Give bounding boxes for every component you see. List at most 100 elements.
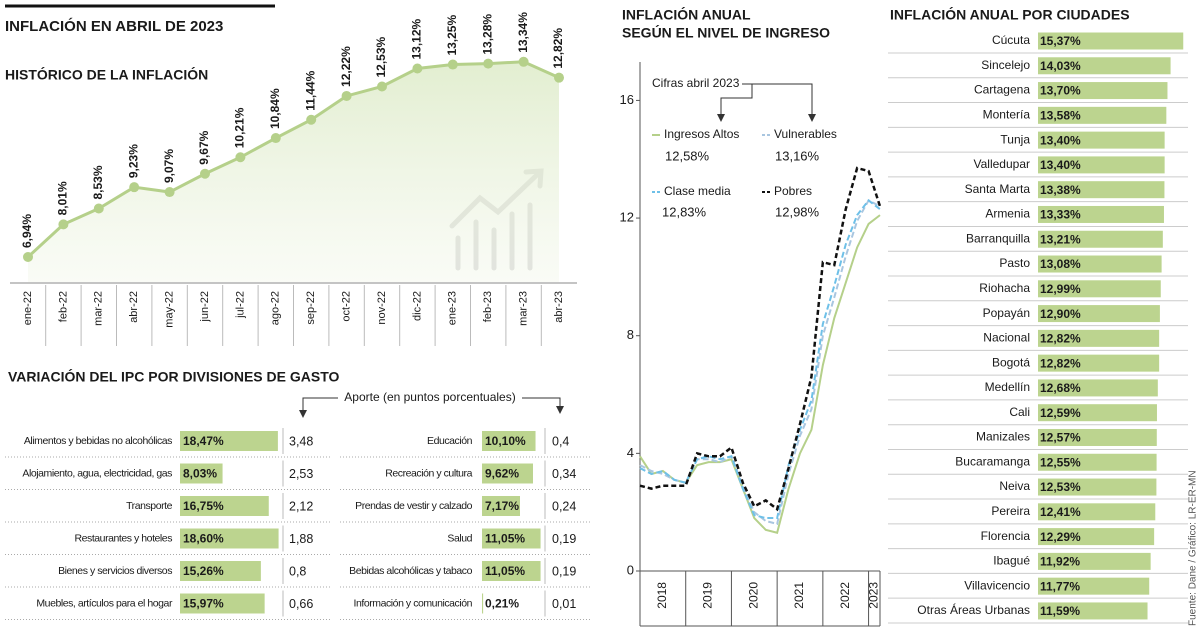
bar (180, 593, 265, 614)
data-label: 13,38% (1040, 183, 1081, 197)
bar (180, 528, 279, 549)
bar (180, 431, 278, 451)
category-label: Bogotá (992, 355, 1030, 369)
category-label: Muebles, artículos para el hogar (36, 597, 173, 609)
legend-label: Vulnerables (774, 127, 837, 141)
legend-value: 12,58% (665, 148, 710, 163)
data-label: 11,05% (485, 532, 525, 546)
category-label: Popayán (983, 306, 1030, 320)
data-label: 13,12% (410, 18, 424, 59)
chart-title: VARIACIÓN DEL IPC POR DIVISIONES DE GAST… (8, 368, 339, 385)
category-label: Nacional (983, 331, 1030, 345)
data-label: 14,03% (1040, 59, 1081, 73)
bar (1038, 428, 1157, 446)
data-label: 9,67% (197, 130, 211, 164)
category-label: Neiva (999, 479, 1030, 493)
bar (482, 463, 533, 484)
point (518, 56, 529, 67)
legend-label: Clase media (664, 184, 731, 198)
bar (1038, 205, 1164, 223)
aporte-value: 0,34 (552, 467, 576, 481)
category-label: Valledupar (974, 157, 1030, 171)
category-label: Santa Marta (965, 182, 1031, 196)
bar (1038, 577, 1150, 595)
category-label: Villavicencio (964, 578, 1030, 592)
data-label: 12,29% (1040, 530, 1081, 544)
bar (1038, 181, 1165, 199)
category-label: Montería (983, 108, 1031, 122)
bar (1038, 602, 1148, 620)
aporte-title: Aporte (en puntos porcentuales) (344, 390, 515, 404)
point (447, 59, 458, 70)
category-label: Cartagena (974, 83, 1030, 97)
point (23, 252, 33, 262)
bar (1038, 82, 1168, 100)
aporte-value: 2,12 (289, 499, 313, 513)
x-tick-label: 2020 (746, 582, 760, 609)
x-tick-label: mar-22 (93, 291, 105, 326)
data-label: 12,99% (1040, 282, 1081, 296)
bar (482, 561, 541, 581)
bar (1038, 305, 1160, 323)
data-label: 12,41% (1040, 505, 1081, 519)
category-label: Riohacha (979, 281, 1030, 295)
category-label: Recreación y cultura (385, 467, 472, 479)
point (483, 58, 494, 69)
category-label: Cúcuta (992, 33, 1030, 47)
x-tick-label: abr-22 (128, 291, 140, 323)
x-tick-label: 2023 (866, 582, 880, 609)
data-label: 12,53% (374, 36, 388, 77)
aporte-value: 0,4 (552, 434, 569, 448)
y-tick-label: 0 (627, 562, 634, 577)
legend-value: 13,16% (775, 148, 820, 163)
category-label: Alimentos y bebidas no alcohólicas (24, 435, 172, 447)
data-label: 13,40% (1040, 158, 1081, 172)
x-tick-label: feb-23 (482, 291, 494, 322)
y-tick-label: 16 (620, 92, 634, 107)
data-label: 13,28% (480, 14, 494, 55)
data-label: 10,21% (233, 107, 247, 148)
x-tick-label: may-22 (164, 291, 176, 328)
annotation-box (717, 83, 816, 122)
chart-title: SEGÚN EL NIVEL DE INGRESO (622, 24, 830, 41)
y-tick-label: 4 (627, 445, 634, 460)
bar (180, 496, 269, 516)
x-tick-label: 2019 (701, 582, 715, 609)
data-label: 13,40% (1040, 133, 1081, 147)
data-label: 12,90% (1040, 307, 1081, 321)
point (235, 152, 246, 163)
point (129, 182, 140, 193)
category-label: Armenia (985, 207, 1030, 221)
bar (482, 496, 521, 516)
data-label: 8,03% (183, 467, 217, 481)
bar (1038, 478, 1157, 496)
x-tick-label: ago-22 (270, 291, 282, 325)
data-label: 13,58% (1040, 109, 1081, 123)
y-tick-label: 12 (620, 209, 634, 224)
category-label: Bienes y servicios diversos (58, 565, 172, 577)
category-label: Prendas de vestir y calzado (355, 500, 472, 512)
bar (1038, 131, 1165, 149)
aporte-value: 0,24 (552, 499, 576, 513)
data-label: 10,10% (485, 434, 526, 448)
data-label: 0,21% (485, 597, 519, 611)
bar (1038, 280, 1161, 298)
bar (1038, 255, 1162, 273)
category-label: Barranquilla (966, 231, 1030, 245)
data-label: 12,22% (339, 46, 353, 87)
chart-title: INFLACIÓN ANUAL POR CIUDADES (890, 6, 1130, 23)
data-label: 12,68% (1040, 381, 1081, 395)
bar (482, 528, 541, 549)
y-tick-label: 8 (627, 327, 634, 342)
data-label: 9,23% (126, 144, 140, 178)
category-label: Cali (1009, 405, 1030, 419)
point (554, 72, 564, 83)
legend-value: 12,83% (662, 204, 707, 219)
data-label: 12,82% (1040, 356, 1081, 370)
category-label: Tunja (1000, 132, 1030, 146)
bar (1038, 106, 1167, 124)
category-label: Pasto (999, 256, 1030, 270)
x-tick-label: jul-22 (234, 291, 246, 319)
data-label: 6,94% (20, 214, 34, 248)
series-line (639, 199, 881, 520)
